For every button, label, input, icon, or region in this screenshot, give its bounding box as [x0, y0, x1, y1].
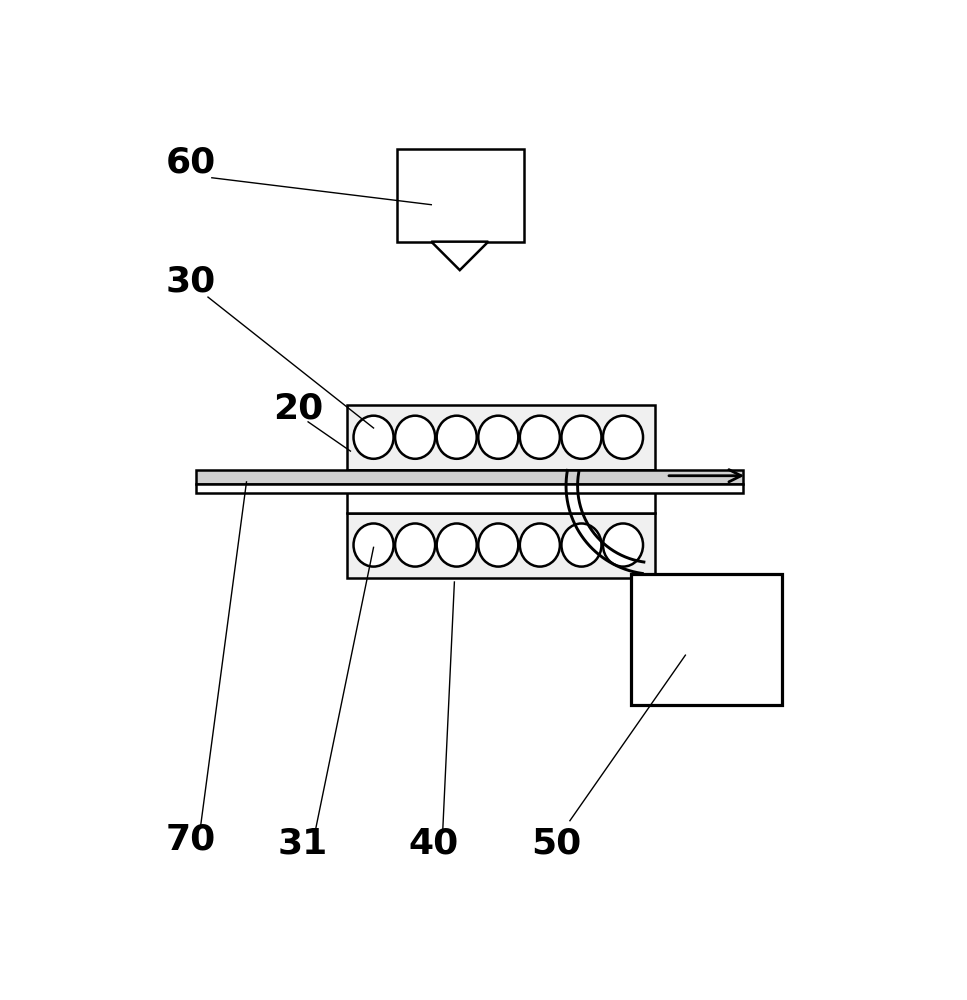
- Text: 70: 70: [165, 823, 216, 857]
- Bar: [346, 470, 655, 513]
- Text: 60: 60: [165, 145, 216, 179]
- Ellipse shape: [562, 416, 601, 459]
- Ellipse shape: [520, 416, 560, 459]
- Bar: [346, 405, 655, 470]
- Bar: [196, 470, 744, 484]
- Ellipse shape: [520, 523, 560, 567]
- Ellipse shape: [354, 416, 394, 459]
- Ellipse shape: [437, 416, 477, 459]
- Text: 50: 50: [532, 827, 581, 861]
- Bar: [196, 484, 744, 493]
- Polygon shape: [431, 242, 488, 270]
- Ellipse shape: [437, 523, 477, 567]
- Text: 30: 30: [165, 265, 216, 299]
- Text: 40: 40: [408, 827, 458, 861]
- Ellipse shape: [354, 523, 394, 567]
- Bar: [631, 574, 781, 705]
- Ellipse shape: [603, 416, 643, 459]
- Ellipse shape: [603, 523, 643, 567]
- Ellipse shape: [479, 523, 518, 567]
- Bar: [396, 149, 524, 242]
- Text: 31: 31: [278, 827, 328, 861]
- Ellipse shape: [562, 523, 601, 567]
- Bar: [346, 513, 655, 578]
- Ellipse shape: [479, 416, 518, 459]
- Text: 20: 20: [274, 392, 324, 426]
- Ellipse shape: [396, 416, 435, 459]
- Ellipse shape: [396, 523, 435, 567]
